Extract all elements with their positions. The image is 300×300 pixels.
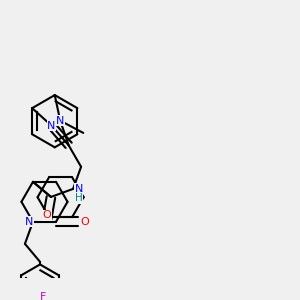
Text: N: N <box>75 184 83 194</box>
Text: O: O <box>43 210 52 220</box>
Text: H: H <box>75 193 82 203</box>
Text: F: F <box>40 292 46 300</box>
Text: N: N <box>47 121 56 130</box>
Text: N: N <box>56 116 64 126</box>
Text: O: O <box>81 217 89 227</box>
Text: N: N <box>25 217 34 227</box>
